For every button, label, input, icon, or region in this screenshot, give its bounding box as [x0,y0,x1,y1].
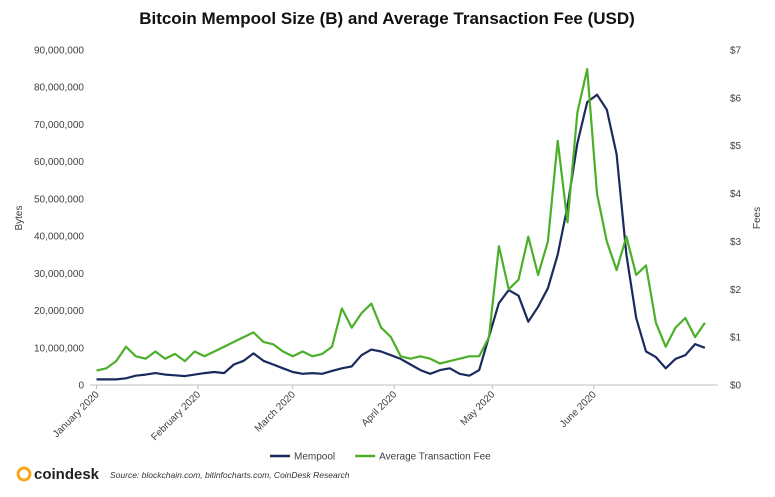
source: Source: blockchain.com, bitinfocharts.co… [110,470,350,480]
legend-label: Average Transaction Fee [379,452,491,463]
y-tick-label: 70,000,000 [34,120,84,131]
x-tick-label: March 2020 [253,389,298,434]
y2-tick-label: $2 [730,285,742,296]
y-tick-label: 60,000,000 [34,157,84,168]
x-tick-label: June 2020 [558,389,599,430]
chart-title: Bitcoin Mempool Size (B) and Average Tra… [139,9,635,28]
y2-tick-label: $7 [730,46,742,57]
y-tick-label: 10,000,000 [34,343,84,354]
y2-tick-label: $6 [730,93,742,104]
y-tick-label: 0 [78,381,84,392]
y-axis-label: Bytes [14,205,25,230]
y-tick-label: 30,000,000 [34,269,84,280]
y-tick-label: 20,000,000 [34,306,84,317]
y-tick-label: 50,000,000 [34,194,84,205]
x-tick-label: May 2020 [459,389,498,428]
y-tick-label: 40,000,000 [34,232,84,243]
x-tick-label: January 2020 [51,389,102,440]
x-tick-label: February 2020 [149,389,203,443]
legend-label: Mempool [294,452,335,463]
y2-tick-label: $5 [730,141,742,152]
brand: coindesk [34,466,100,483]
y2-axis-label: Fees [752,207,763,229]
brand-logo [16,466,32,482]
y2-tick-label: $4 [730,189,742,200]
y-tick-label: 90,000,000 [34,46,84,57]
y2-tick-label: $1 [730,333,742,344]
y2-tick-label: $0 [730,381,742,392]
y2-tick-label: $3 [730,237,742,248]
series-line [96,68,706,372]
x-tick-label: April 2020 [360,389,400,429]
y-tick-label: 80,000,000 [34,83,84,94]
series-line [96,93,706,381]
